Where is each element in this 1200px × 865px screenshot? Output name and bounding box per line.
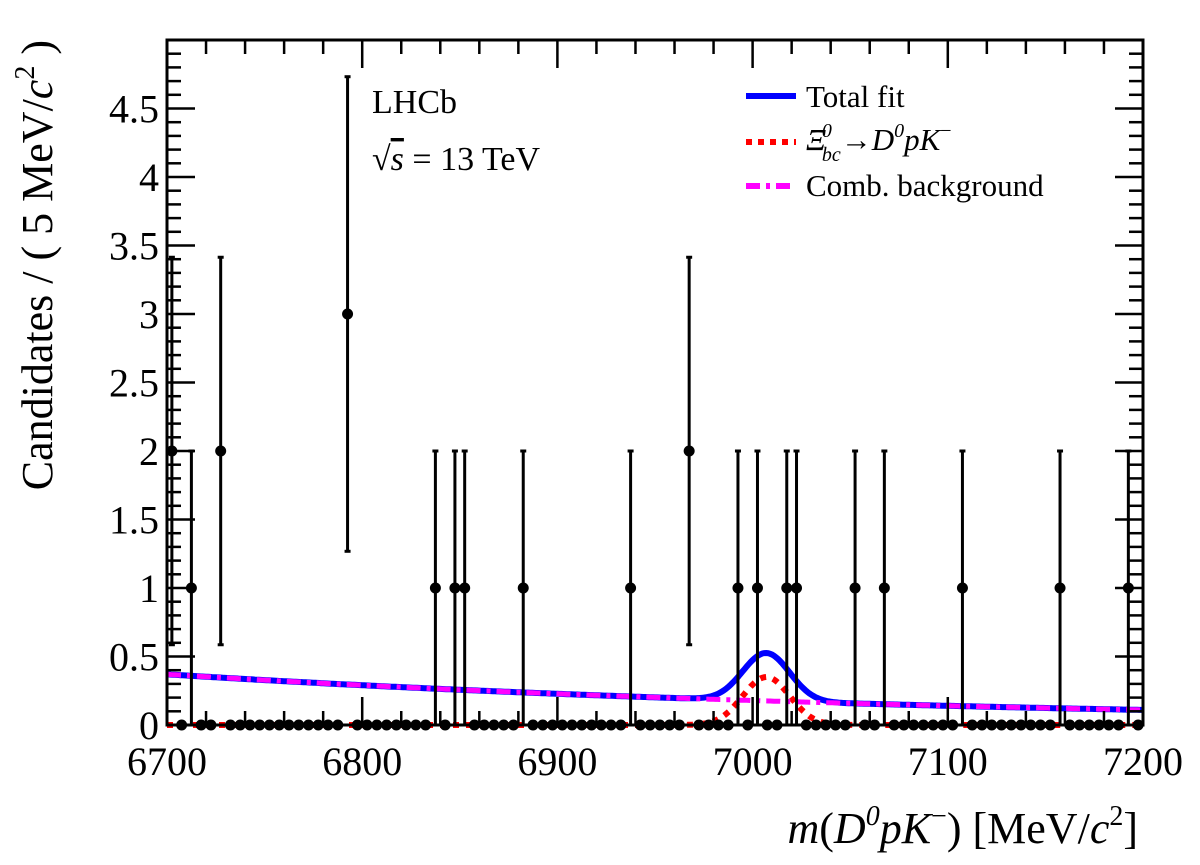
fit-curves	[166, 649, 1143, 728]
point-marker	[215, 445, 227, 457]
data-point	[683, 255, 695, 647]
y-tick-label: 1	[139, 566, 159, 611]
data-point	[449, 449, 461, 725]
point-marker	[849, 582, 861, 594]
legend-bkg-label: Comb. background	[806, 168, 1044, 203]
data-point	[791, 449, 803, 725]
y-axis-label: Candidates / ( 5 MeV/c2 )	[10, 40, 62, 490]
data-point	[781, 449, 793, 725]
data-point	[751, 449, 763, 725]
point-marker	[459, 582, 471, 594]
point-marker	[625, 582, 637, 594]
data-point	[342, 75, 354, 553]
x-tick-label: 6900	[517, 739, 597, 784]
y-tick-label: 0	[139, 703, 159, 748]
data-point	[429, 449, 441, 725]
point-marker	[429, 582, 441, 594]
point-marker	[956, 582, 968, 594]
point-marker	[449, 582, 461, 594]
data-point	[1054, 449, 1066, 725]
y-tick-label: 2.5	[109, 361, 159, 406]
point-marker	[781, 582, 793, 594]
x-tick-label: 7100	[908, 739, 988, 784]
energy-label: √s = 13 TeV	[372, 141, 540, 178]
x-tick-label: 7000	[713, 739, 793, 784]
legend: Total fit Ξ0 bc→D0pK− Comb. background	[746, 79, 1044, 203]
axis-ticks: 6700 6800 6900 7000 7100 7200 0 0.5 1 1.5 2 2.5 3 3.5…	[109, 38, 1183, 784]
data-point	[625, 449, 637, 725]
x-axis-label: m(D0pK−) [MeV/c2]	[787, 801, 1138, 853]
x-tick-label: 6700	[127, 739, 207, 784]
background-curve	[166, 671, 1143, 713]
data-point	[732, 449, 744, 725]
legend-signal-label: Ξ0 bc→D0pK−	[806, 120, 952, 166]
plot-frame	[165, 38, 1145, 727]
point-marker	[878, 582, 890, 594]
lhcb-label: LHCb	[372, 84, 457, 121]
point-marker	[517, 582, 529, 594]
data-point	[517, 449, 529, 725]
legend-total-label: Total fit	[806, 79, 905, 114]
point-marker	[342, 308, 354, 320]
data-point	[878, 449, 890, 725]
point-marker	[791, 582, 803, 594]
total-fit-curve	[166, 649, 1143, 713]
y-tick-label: 4	[139, 155, 159, 200]
data-point	[956, 449, 968, 725]
x-tick-label: 6800	[322, 739, 402, 784]
data-point	[215, 255, 227, 647]
point-marker	[751, 582, 763, 594]
y-tick-label: 1.5	[109, 498, 159, 543]
data-point	[849, 449, 861, 725]
y-tick-label: 3.5	[109, 224, 159, 269]
point-marker	[683, 445, 695, 457]
x-tick-label: 7200	[1103, 739, 1183, 784]
data-point	[459, 449, 471, 725]
y-tick-label: 3	[139, 292, 159, 337]
y-tick-label: 4.5	[109, 87, 159, 132]
point-marker	[1054, 582, 1066, 594]
point-marker	[732, 582, 744, 594]
y-tick-label: 0.5	[109, 635, 159, 680]
y-tick-label: 2	[139, 429, 159, 474]
